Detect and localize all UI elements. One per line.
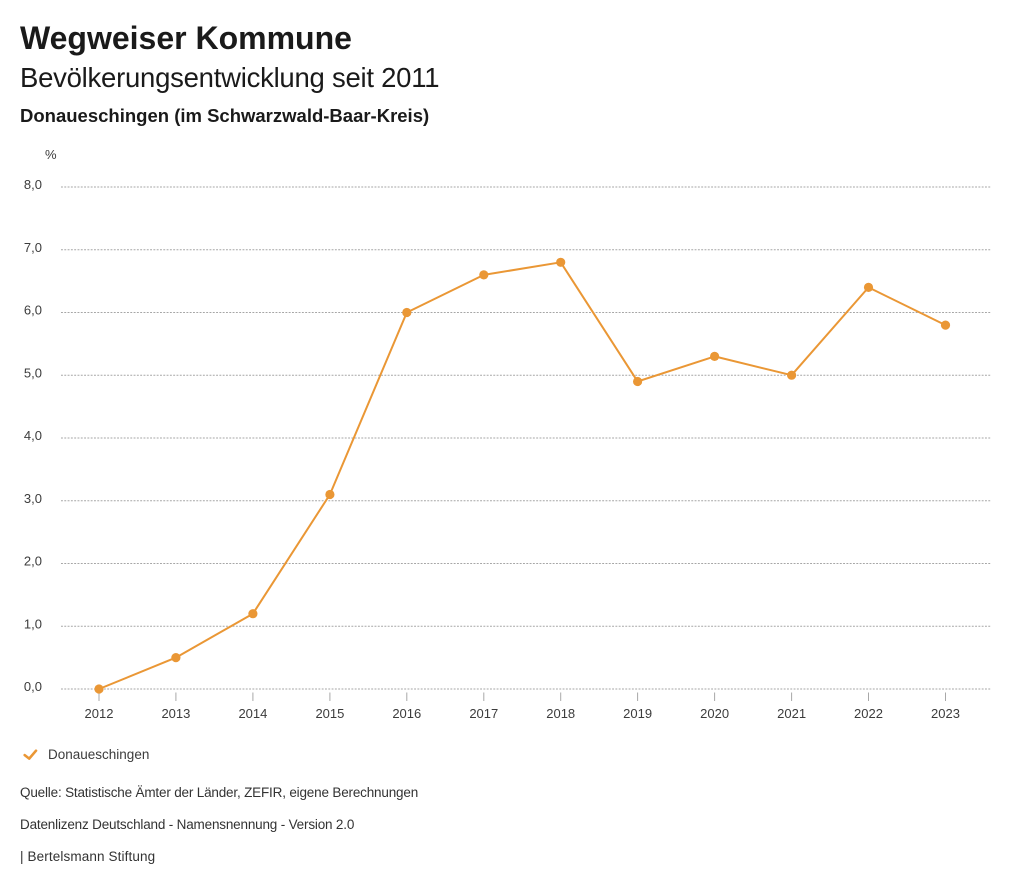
svg-text:2020: 2020 [700, 706, 729, 721]
svg-text:5,0: 5,0 [24, 365, 42, 380]
svg-text:7,0: 7,0 [24, 240, 42, 255]
svg-text:2019: 2019 [623, 706, 652, 721]
svg-text:2023: 2023 [931, 706, 960, 721]
svg-text:2022: 2022 [854, 706, 883, 721]
svg-text:1,0: 1,0 [24, 616, 42, 631]
svg-text:2021: 2021 [777, 706, 806, 721]
svg-text:2018: 2018 [546, 706, 575, 721]
svg-text:8,0: 8,0 [24, 177, 42, 192]
svg-text:3,0: 3,0 [24, 491, 42, 506]
svg-text:%: % [45, 147, 57, 162]
svg-text:2,0: 2,0 [24, 554, 42, 569]
svg-text:2014: 2014 [238, 706, 267, 721]
svg-text:6,0: 6,0 [24, 303, 42, 318]
svg-text:4,0: 4,0 [24, 428, 42, 443]
svg-text:2012: 2012 [85, 706, 114, 721]
svg-text:2015: 2015 [315, 706, 344, 721]
svg-text:2013: 2013 [161, 706, 190, 721]
svg-text:2017: 2017 [469, 706, 498, 721]
svg-text:2016: 2016 [392, 706, 421, 721]
svg-text:0,0: 0,0 [24, 679, 42, 694]
